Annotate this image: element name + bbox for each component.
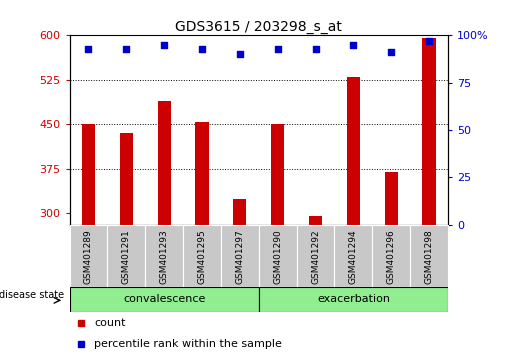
Point (84, 46, 93, 51)
Text: disease state: disease state (0, 290, 64, 301)
Text: GSM401290: GSM401290 (273, 230, 282, 285)
Text: convalescence: convalescence (123, 294, 205, 304)
Bar (385, 172, 398, 225)
Text: GSM401289: GSM401289 (84, 230, 93, 285)
Bar (158, 101, 171, 225)
Bar (259, 225, 297, 287)
Bar (410, 225, 448, 287)
Text: GSM401293: GSM401293 (160, 230, 168, 285)
Bar (195, 122, 209, 225)
Point (387, 50, 396, 55)
Point (122, 46, 130, 51)
Bar (221, 225, 259, 287)
Bar (145, 225, 183, 287)
Text: GSM401295: GSM401295 (198, 230, 207, 285)
Text: GSM401294: GSM401294 (349, 230, 358, 284)
Point (236, 51, 244, 57)
Text: GSM401291: GSM401291 (122, 230, 131, 285)
Text: percentile rank within the sample: percentile rank within the sample (94, 339, 282, 349)
Text: GSM401297: GSM401297 (235, 230, 244, 285)
Bar (233, 199, 247, 225)
Bar (372, 225, 410, 287)
Bar (422, 38, 436, 225)
Bar (259, 287, 448, 312)
Point (425, 38, 433, 44)
Bar (70, 225, 107, 287)
Bar (271, 124, 284, 225)
Bar (183, 225, 221, 287)
Point (160, 42, 168, 48)
Bar (297, 225, 335, 287)
Title: GDS3615 / 203298_s_at: GDS3615 / 203298_s_at (175, 21, 342, 34)
Text: exacerbation: exacerbation (317, 294, 390, 304)
Point (349, 42, 357, 48)
Point (312, 46, 320, 51)
Bar (119, 133, 133, 225)
Text: GSM401292: GSM401292 (311, 230, 320, 284)
Text: GSM401298: GSM401298 (425, 230, 434, 285)
Bar (335, 225, 372, 287)
Bar (309, 216, 322, 225)
Point (198, 46, 206, 51)
Point (273, 46, 282, 51)
Text: count: count (94, 319, 126, 329)
Bar (347, 77, 360, 225)
Bar (107, 225, 145, 287)
Text: GSM401296: GSM401296 (387, 230, 396, 285)
Bar (70, 287, 259, 312)
Bar (82, 124, 95, 225)
